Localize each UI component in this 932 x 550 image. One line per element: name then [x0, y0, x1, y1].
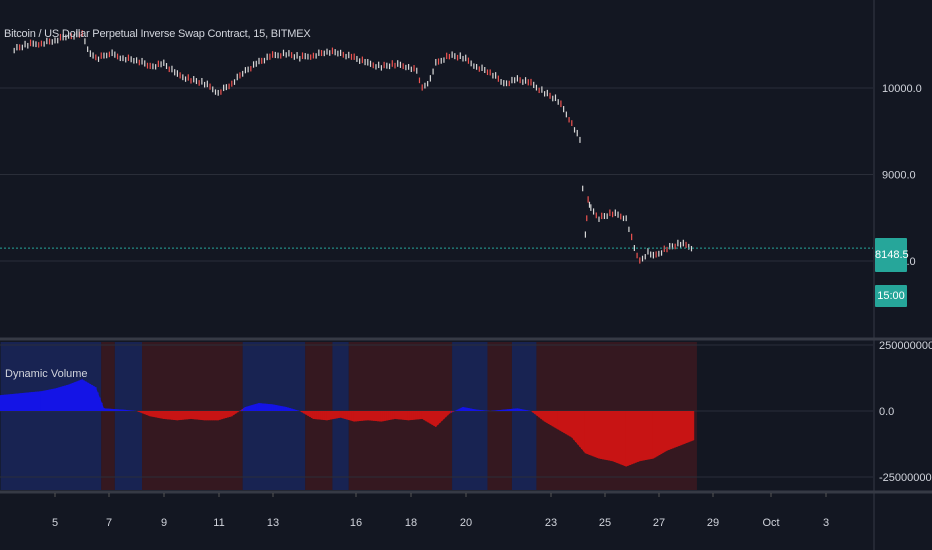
time-axis-label: Oct [762, 517, 779, 529]
volume-zone-positive [242, 342, 306, 490]
price-axis-label: 9000.0 [882, 170, 916, 182]
time-axis-label: 16 [350, 517, 362, 529]
time-axis-label: 3 [823, 517, 829, 529]
volume-axis-label: 0.0 [879, 406, 894, 418]
time-axis-label: 13 [267, 517, 279, 529]
indicator-title: Dynamic Volume [5, 368, 88, 380]
volume-zone-negative [101, 342, 115, 490]
volume-zone-positive [511, 342, 537, 490]
time-axis-label: 11 [213, 517, 224, 529]
time-axis-label: 18 [405, 517, 417, 529]
volume-zone-positive [452, 342, 488, 490]
volume-zone-positive [114, 342, 143, 490]
time-axis-label: 20 [460, 517, 472, 529]
time-axis-label: 23 [545, 517, 557, 529]
time-axis-label: 27 [653, 517, 665, 529]
time-axis-label: 25 [599, 517, 611, 529]
current-price-tag: 8148.5 [875, 238, 909, 272]
chart-title: Bitcoin / US Dollar Perpetual Inverse Sw… [4, 28, 311, 40]
volume-bar [231, 407, 246, 417]
time-axis-label: 29 [707, 517, 719, 529]
dynamic-volume-series [0, 379, 695, 467]
price-series [0, 30, 873, 264]
time-axis-label: 9 [161, 517, 167, 529]
bar-countdown-tag: 15:00 [875, 285, 907, 307]
price-axis-label: 10000.0 [882, 83, 922, 95]
volume-zone-positive [0, 342, 102, 490]
volume-bar [449, 407, 463, 414]
time-axis-label: 7 [106, 517, 112, 529]
volume-zone-negative [487, 342, 512, 490]
time-axis-label: 5 [52, 517, 58, 529]
